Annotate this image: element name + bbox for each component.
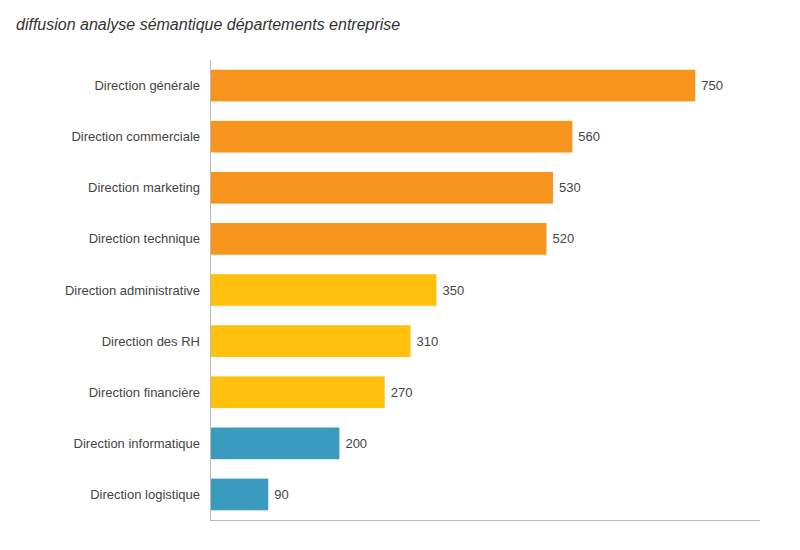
chart-container: diffusion analyse sémantique département… — [0, 0, 800, 550]
bar — [210, 479, 268, 511]
value-label: 90 — [274, 487, 288, 502]
value-label: 560 — [578, 129, 600, 144]
category-label: Direction administrative — [65, 283, 200, 298]
category-label: Direction logistique — [90, 487, 200, 502]
category-label: Direction des RH — [102, 334, 200, 349]
bar — [210, 121, 572, 153]
category-label: Direction commerciale — [71, 129, 200, 144]
value-label: 200 — [345, 436, 367, 451]
value-label: 750 — [701, 78, 723, 93]
y-axis-line — [210, 60, 211, 520]
labels: Direction générale 750 Direction commercia… — [65, 78, 723, 502]
value-label: 530 — [559, 180, 581, 195]
bar — [210, 427, 339, 459]
bar — [210, 172, 553, 204]
value-label: 310 — [417, 334, 439, 349]
bar — [210, 223, 546, 255]
value-label: 270 — [391, 385, 413, 400]
bar — [210, 325, 411, 357]
category-label: Direction informatique — [74, 436, 200, 451]
value-label: 520 — [552, 231, 574, 246]
background — [0, 0, 800, 550]
category-label: Direction financière — [89, 385, 200, 400]
category-label: Direction marketing — [88, 180, 200, 195]
bars — [210, 70, 695, 511]
chart-title: diffusion analyse sémantique département… — [16, 16, 400, 33]
bar — [210, 70, 695, 102]
category-label: Direction technique — [89, 231, 200, 246]
x-axis-line — [210, 520, 760, 521]
bar — [210, 274, 436, 306]
value-label: 350 — [442, 283, 464, 298]
category-label: Direction générale — [94, 78, 200, 93]
bar — [210, 376, 385, 408]
chart-svg: diffusion analyse sémantique département… — [0, 0, 800, 550]
